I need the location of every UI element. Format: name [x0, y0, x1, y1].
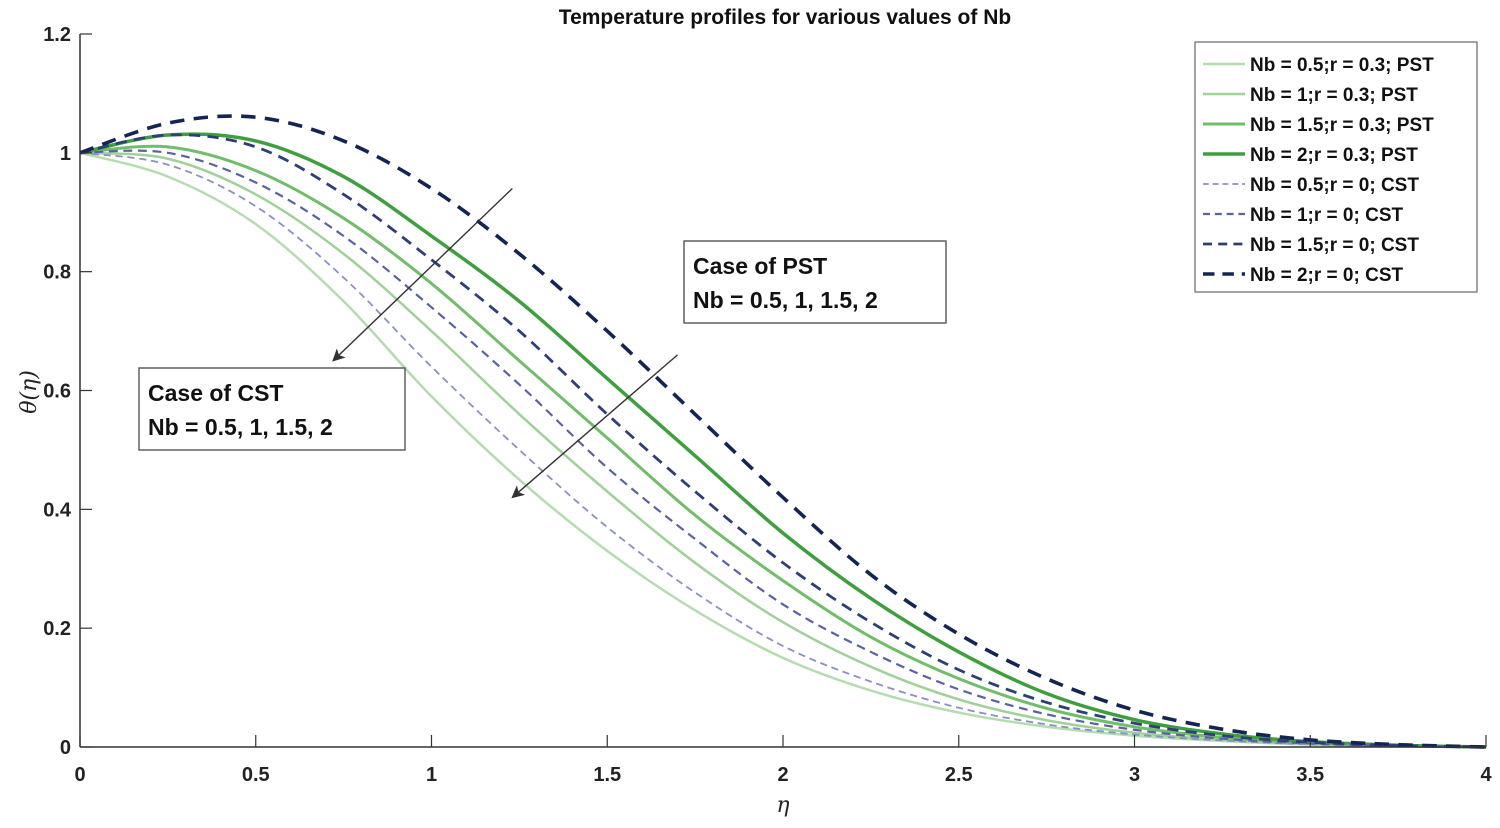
legend-label: Nb = 2;r = 0; CST: [1250, 265, 1403, 286]
x-tick-label: 2.5: [945, 764, 973, 786]
y-tick-label: 0.6: [43, 381, 71, 403]
y-tick-label: 1.2: [43, 24, 71, 46]
annotation-1: Case of PST Nb = 0.5, 1, 1.5, 2: [511, 240, 947, 499]
x-tick-label: 3.5: [1296, 764, 1324, 786]
x-tick-label: 3: [1129, 764, 1140, 786]
legend-label: Nb = 1;r = 0.3; PST: [1250, 85, 1418, 106]
legend-entry-4: Nb = 2;r = 0.3; PST: [1203, 145, 1418, 166]
annotation-text: Nb = 0.5, 1, 1.5, 2: [148, 414, 333, 440]
annotation-arrow: [332, 187, 513, 362]
series-line-4: [79, 132, 1487, 749]
y-tick-label: 0.4: [43, 499, 72, 521]
legend: Nb = 0.5;r = 0.3; PST Nb = 1;r = 0.3; PST…: [1194, 41, 1478, 293]
y-tick-label: 0: [60, 737, 71, 759]
annotation-text: Case of PST: [693, 253, 827, 279]
axes: 0 0.5 1 1.5 2 2.5 3 3.5 4 0 0.2 0.4 0.6 0.8 1 1.2: [43, 24, 1492, 786]
y-tick-label: 0.2: [43, 618, 71, 640]
series-line-5: [79, 151, 1487, 748]
legend-label: Nb = 1;r = 0; CST: [1250, 205, 1403, 226]
x-tick-label: 1.5: [593, 764, 621, 786]
plot-series-group: [79, 114, 1487, 749]
x-tick-label: 1: [426, 764, 437, 786]
x-tick-label: 0: [74, 764, 85, 786]
legend-label: Nb = 1.5;r = 0; CST: [1250, 235, 1419, 256]
y-tick-label: 0.8: [43, 262, 71, 284]
annotation-text: Nb = 0.5, 1, 1.5, 2: [693, 287, 878, 313]
annotation-box: [138, 367, 406, 451]
y-axis-label: θ(η): [17, 370, 42, 414]
annotation-box: [683, 240, 947, 324]
annotation-text: Case of CST: [148, 380, 283, 406]
legend-entry-7: Nb = 1.5;r = 0; CST: [1203, 235, 1419, 256]
annotation-arrow: [511, 354, 679, 499]
y-tick-label: 1: [60, 143, 71, 165]
x-axis-label: η: [776, 793, 789, 818]
legend-entry-6: Nb = 1;r = 0; CST: [1203, 205, 1403, 226]
series-line-7: [79, 133, 1487, 749]
legend-entry-8: Nb = 2;r = 0; CST: [1203, 265, 1403, 286]
chart-title: Temperature profiles for various values …: [559, 6, 1011, 29]
legend-label: Nb = 0.5;r = 0.3; PST: [1250, 55, 1434, 76]
x-tick-label: 2: [777, 764, 788, 786]
legend-label: Nb = 1.5;r = 0.3; PST: [1250, 115, 1434, 136]
legend-box: [1194, 41, 1478, 293]
legend-entry-3: Nb = 1.5;r = 0.3; PST: [1203, 115, 1434, 136]
legend-label: Nb = 2;r = 0.3; PST: [1250, 145, 1418, 166]
x-tick-label: 0.5: [242, 764, 270, 786]
legend-entry-5: Nb = 0.5;r = 0; CST: [1203, 175, 1419, 196]
series-line-8: [79, 114, 1487, 749]
series-line-6: [79, 149, 1487, 749]
legend-label: Nb = 0.5;r = 0; CST: [1250, 175, 1419, 196]
x-tick-label: 4: [1480, 764, 1492, 786]
legend-entry-1: Nb = 0.5;r = 0.3; PST: [1203, 55, 1434, 76]
legend-entry-2: Nb = 1;r = 0.3; PST: [1203, 85, 1418, 106]
annotation-2: Case of CST Nb = 0.5, 1, 1.5, 2: [138, 187, 513, 451]
